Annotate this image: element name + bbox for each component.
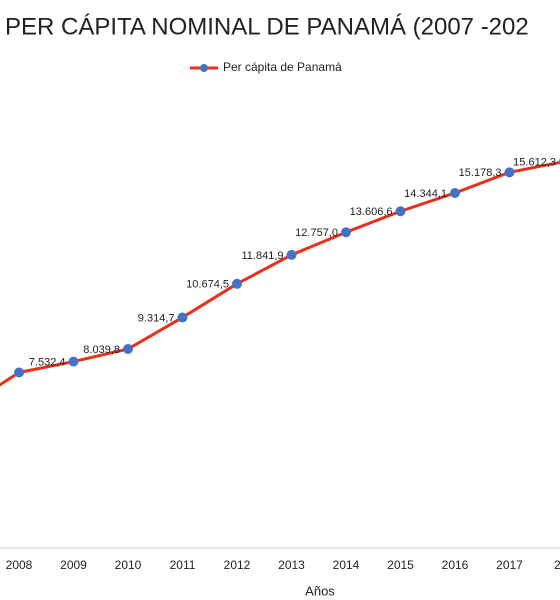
data-point — [177, 312, 188, 323]
data-point — [14, 367, 24, 378]
data-label: 14.344,1 — [404, 188, 447, 200]
x-tick-label: 2008 — [6, 558, 33, 572]
x-tick-label: 201 — [554, 558, 560, 572]
data-point — [286, 249, 297, 260]
data-label: 11.841,9 — [241, 250, 283, 262]
data-point — [232, 278, 242, 289]
x-tick-label: 2015 — [387, 558, 414, 572]
x-tick-label: 2017 — [496, 558, 523, 572]
data-label: 9.314,7 — [138, 312, 175, 324]
data-point — [395, 206, 406, 217]
data-point — [504, 167, 515, 178]
data-point — [341, 227, 351, 238]
data-label: 7.532,4 — [29, 356, 66, 368]
data-point — [123, 344, 133, 355]
x-tick-label: 2012 — [224, 558, 251, 572]
x-tick-label: 2010 — [115, 558, 142, 572]
x-tick-label: 2009 — [60, 558, 87, 572]
data-label: 15.178,3 — [459, 167, 502, 179]
x-tick-label: 2011 — [170, 558, 196, 572]
x-tick-label: 2013 — [278, 558, 305, 572]
legend-marker — [200, 64, 208, 72]
data-label: 15.612,3 — [513, 157, 556, 169]
data-label: 13.606,6 — [350, 206, 393, 218]
data-point — [450, 187, 460, 198]
data-label: 8.039,8 — [83, 344, 120, 356]
x-axis-title: Años — [305, 583, 335, 598]
data-point — [68, 356, 79, 367]
legend-label: Per cápita de Panamá — [223, 60, 342, 74]
data-label: 12.757,0 — [295, 227, 338, 239]
series-line — [0, 160, 560, 387]
chart-title: PER CÁPITA NOMINAL DE PANAMÁ (2007 -202 — [5, 13, 529, 40]
x-tick-label: 2014 — [333, 558, 360, 572]
x-tick-label: 2016 — [442, 558, 469, 572]
data-label: 10.674,5 — [186, 279, 229, 291]
